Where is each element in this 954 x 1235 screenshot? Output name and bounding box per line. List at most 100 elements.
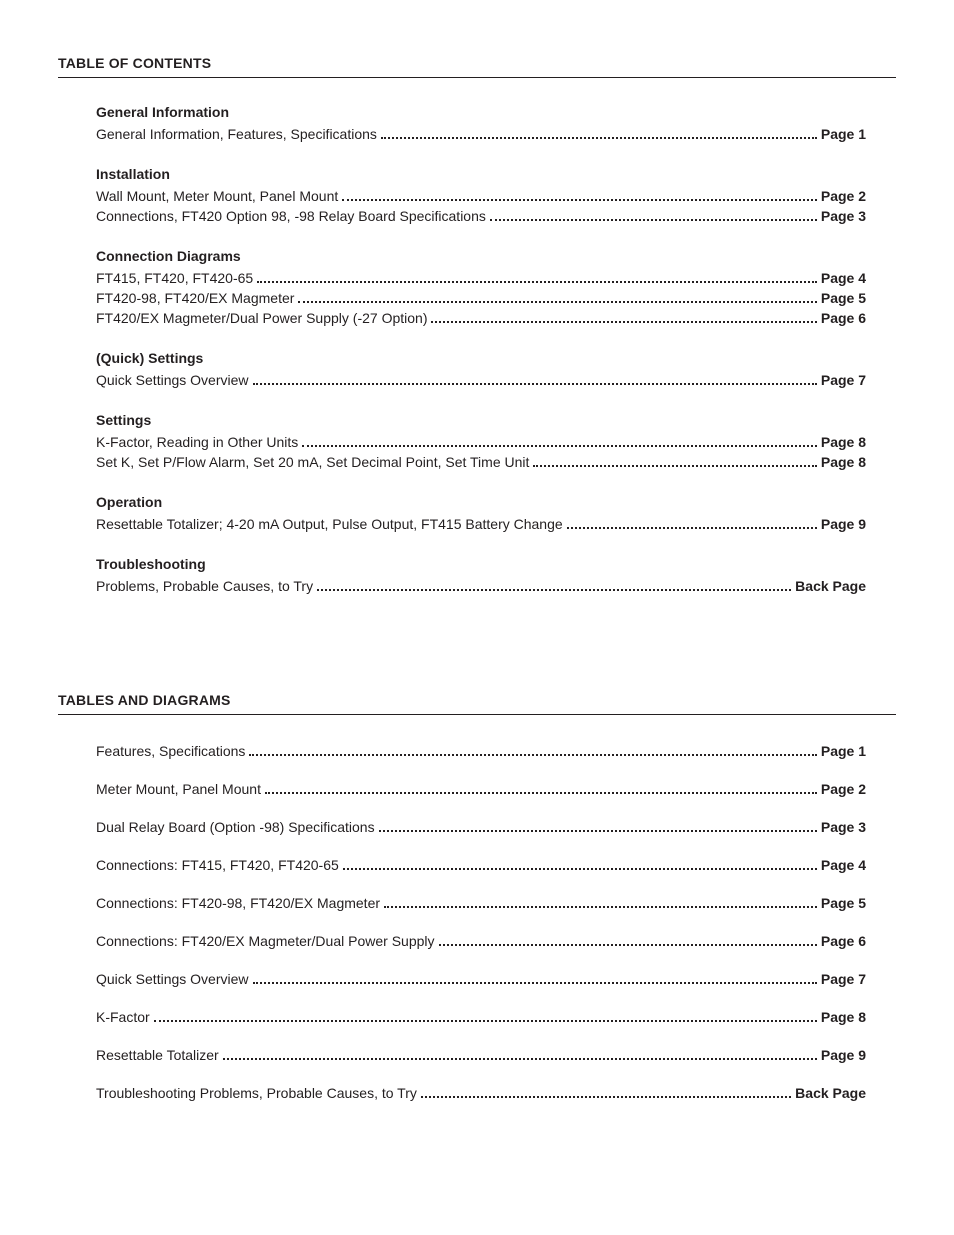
tad-row: Meter Mount, Panel Mount Page 2 (96, 779, 866, 799)
leader-dots (343, 859, 817, 870)
toc-group: Troubleshooting Problems, Probable Causes… (96, 556, 866, 596)
leader-dots (265, 783, 817, 794)
tad-label: Resettable Totalizer (96, 1045, 219, 1065)
toc-group-title: (Quick) Settings (96, 350, 866, 366)
toc-group: Operation Resettable Totalizer; 4-20 mA O… (96, 494, 866, 534)
tad-label: Troubleshooting Problems, Probable Cause… (96, 1083, 417, 1103)
divider (58, 714, 896, 715)
toc-page: Page 9 (821, 514, 866, 534)
toc-group-title: General Information (96, 104, 866, 120)
tad-label: Meter Mount, Panel Mount (96, 779, 261, 799)
toc-label: K-Factor, Reading in Other Units (96, 432, 298, 452)
tad-page: Page 3 (821, 817, 866, 837)
tables-diagrams-block: Features, Specifications Page 1 Meter Moun… (58, 741, 896, 1103)
spacer (58, 618, 896, 692)
toc-row: Resettable Totalizer; 4-20 mA Output, Pu… (96, 514, 866, 534)
leader-dots (431, 312, 816, 323)
toc-label: FT415, FT420, FT420-65 (96, 268, 253, 288)
toc-label: Set K, Set P/Flow Alarm, Set 20 mA, Set … (96, 452, 529, 472)
section-heading-tad: TABLES AND DIAGRAMS (58, 692, 896, 708)
toc-row: Problems, Probable Causes, to Try Back Pa… (96, 576, 866, 596)
toc-group-title: Connection Diagrams (96, 248, 866, 264)
toc-page: Page 7 (821, 370, 866, 390)
leader-dots (302, 436, 817, 447)
leader-dots (317, 580, 791, 591)
leader-dots (439, 935, 817, 946)
toc-row: FT420/EX Magmeter/Dual Power Supply (-27… (96, 308, 866, 328)
toc-label: Resettable Totalizer; 4-20 mA Output, Pu… (96, 514, 563, 534)
toc-group-title: Troubleshooting (96, 556, 866, 572)
tad-page: Page 2 (821, 779, 866, 799)
toc-row: FT420-98, FT420/EX MagmeterPage 5 (96, 288, 866, 308)
toc-group-title: Installation (96, 166, 866, 182)
tad-label: Quick Settings Overview (96, 969, 249, 989)
toc-page: Page 8 (821, 452, 866, 472)
tad-label: Features, Specifications (96, 741, 245, 761)
toc-label: Problems, Probable Causes, to Try (96, 576, 313, 596)
leader-dots (298, 292, 816, 303)
leader-dots (384, 897, 817, 908)
toc-page: Page 8 (821, 432, 866, 452)
toc-group: Connection Diagrams FT415, FT420, FT420-6… (96, 248, 866, 328)
toc-row: Connections, FT420 Option 98, -98 Relay … (96, 206, 866, 226)
section-heading-toc: TABLE OF CONTENTS (58, 55, 896, 71)
toc-page: Back Page (795, 576, 866, 596)
toc-group: General Information General Information, … (96, 104, 866, 144)
toc-label: FT420/EX Magmeter/Dual Power Supply (-27… (96, 308, 427, 328)
leader-dots (533, 456, 816, 467)
toc-row: Set K, Set P/Flow Alarm, Set 20 mA, Set … (96, 452, 866, 472)
tad-row: Connections: FT415, FT420, FT420-65 Page … (96, 855, 866, 875)
leader-dots (567, 518, 817, 529)
toc-block: General Information General Information, … (58, 104, 896, 596)
tad-page: Back Page (795, 1083, 866, 1103)
tad-label: Dual Relay Board (Option -98) Specificat… (96, 817, 375, 837)
tad-page: Page 5 (821, 893, 866, 913)
tad-row: K-Factor Page 8 (96, 1007, 866, 1027)
toc-page: Page 3 (821, 206, 866, 226)
toc-label: Connections, FT420 Option 98, -98 Relay … (96, 206, 486, 226)
leader-dots (154, 1011, 817, 1022)
tad-page: Page 9 (821, 1045, 866, 1065)
toc-row: FT415, FT420, FT420-65 Page 4 (96, 268, 866, 288)
tad-row: Connections: FT420/EX Magmeter/Dual Powe… (96, 931, 866, 951)
toc-group-title: Operation (96, 494, 866, 510)
tad-row: Quick Settings Overview Page 7 (96, 969, 866, 989)
toc-group-title: Settings (96, 412, 866, 428)
toc-group: (Quick) Settings Quick Settings Overview P… (96, 350, 866, 390)
tad-label: Connections: FT420-98, FT420/EX Magmeter (96, 893, 380, 913)
divider (58, 77, 896, 78)
tad-label: Connections: FT415, FT420, FT420-65 (96, 855, 339, 875)
tad-page: Page 1 (821, 741, 866, 761)
toc-page: Page 4 (821, 268, 866, 288)
toc-label: General Information, Features, Specifica… (96, 124, 377, 144)
tad-page: Page 6 (821, 931, 866, 951)
leader-dots (421, 1087, 791, 1098)
leader-dots (223, 1049, 817, 1060)
leader-dots (253, 374, 817, 385)
tad-page: Page 8 (821, 1007, 866, 1027)
tad-row: Resettable Totalizer Page 9 (96, 1045, 866, 1065)
toc-label: Quick Settings Overview (96, 370, 249, 390)
leader-dots (342, 190, 817, 201)
leader-dots (381, 128, 817, 139)
tad-label: Connections: FT420/EX Magmeter/Dual Powe… (96, 931, 435, 951)
leader-dots (249, 745, 816, 756)
toc-group: Installation Wall Mount, Meter Mount, Pan… (96, 166, 866, 226)
toc-label: FT420-98, FT420/EX Magmeter (96, 288, 294, 308)
toc-page: Page 2 (821, 186, 866, 206)
tad-label: K-Factor (96, 1007, 150, 1027)
toc-page: Page 1 (821, 124, 866, 144)
tad-page: Page 4 (821, 855, 866, 875)
leader-dots (257, 272, 817, 283)
toc-label: Wall Mount, Meter Mount, Panel Mount (96, 186, 338, 206)
toc-row: K-Factor, Reading in Other Units Page 8 (96, 432, 866, 452)
document-page: TABLE OF CONTENTS General InformationGen… (0, 0, 954, 1235)
toc-row: Wall Mount, Meter Mount, Panel Mount Page… (96, 186, 866, 206)
toc-row: Quick Settings Overview Page 7 (96, 370, 866, 390)
toc-row: General Information, Features, Specifica… (96, 124, 866, 144)
tad-row: Dual Relay Board (Option -98) Specificat… (96, 817, 866, 837)
tad-page: Page 7 (821, 969, 866, 989)
leader-dots (490, 210, 817, 221)
leader-dots (253, 973, 817, 984)
tad-row: Troubleshooting Problems, Probable Cause… (96, 1083, 866, 1103)
